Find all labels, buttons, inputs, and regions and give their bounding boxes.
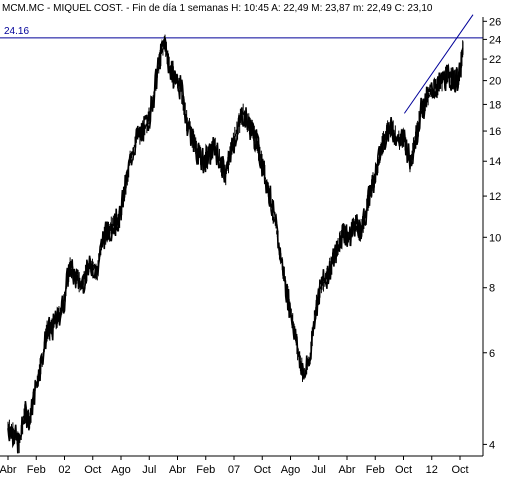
x-tick-label: Ago (111, 464, 131, 476)
y-tick-label: 10 (489, 232, 501, 244)
x-tick-label: Oct (395, 464, 412, 476)
x-tick-label: Abr (338, 464, 355, 476)
x-tick-label: Jul (142, 464, 156, 476)
y-axis: 26 24 22 20 18 16 14 12 10 8 6 4 (483, 16, 501, 451)
y-tick-label: 22 (489, 54, 501, 66)
chart-header: MCM.MC - MIQUEL COST. - Fin de día 1 sem… (2, 3, 433, 14)
header-ticker: MCM.MC (2, 3, 44, 14)
x-axis: Abr Feb 02 Oct Ago Jul Abr Feb 07 Oct Ago Jul Abr Feb… (0, 456, 469, 476)
x-tick-label: Abr (169, 464, 186, 476)
x-tick-label: Abr (0, 464, 17, 476)
x-tick-label: Feb (366, 464, 385, 476)
price-series-line (7, 37, 464, 454)
y-tick-label: 24 (489, 34, 501, 46)
y-tick-label: 26 (489, 16, 501, 28)
x-tick-label: Oct (451, 464, 468, 476)
x-tick-label: Feb (196, 464, 215, 476)
resistance-level-label: 24.16 (4, 26, 29, 37)
y-tick-label: 8 (489, 283, 495, 295)
y-tick-label: 12 (489, 191, 501, 203)
header-low: m: 22,49 (353, 3, 392, 14)
plot-area (0, 14, 483, 454)
x-tick-label: Jul (312, 464, 326, 476)
trendline (403, 14, 474, 114)
header-separator: - (44, 3, 53, 14)
header-high: M: 23,87 (311, 3, 350, 14)
x-tick-label: Ago (281, 464, 301, 476)
header-period: Fin de día 1 semanas (132, 3, 228, 14)
y-tick-label: 20 (489, 76, 501, 88)
x-tick-label: 07 (228, 464, 240, 476)
x-tick-label: Feb (27, 464, 46, 476)
header-open: A: 22,49 (271, 3, 309, 14)
header-separator: - (123, 3, 132, 14)
y-tick-label: 16 (489, 126, 501, 138)
x-tick-label: Oct (254, 464, 271, 476)
x-tick-label: Oct (84, 464, 101, 476)
header-time: H: 10:45 (231, 3, 269, 14)
header-name: MIQUEL COST. (53, 3, 123, 14)
y-tick-label: 6 (489, 348, 495, 360)
y-tick-label: 18 (489, 99, 501, 111)
y-tick-label: 14 (489, 156, 501, 168)
x-tick-label: 12 (426, 464, 438, 476)
x-tick-label: 02 (58, 464, 70, 476)
header-close: C: 23,10 (395, 3, 433, 14)
y-tick-label: 4 (489, 439, 495, 451)
